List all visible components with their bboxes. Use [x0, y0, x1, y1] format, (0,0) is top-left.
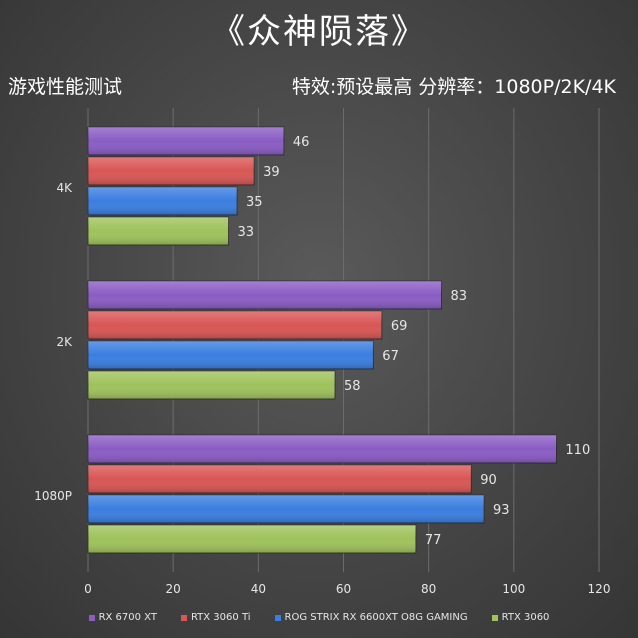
x-tick-label: 20	[166, 582, 181, 596]
data-label: 77	[425, 533, 442, 548]
legend-label: RTX 3060	[501, 612, 550, 623]
legend: RX 6700 XT RTX 3060 Ti ROG STRIX RX 6600XT…	[0, 612, 638, 623]
data-label: 90	[480, 473, 497, 488]
legend-label: ROG STRIX RX 6600XT O8G GAMING	[284, 612, 468, 623]
bar-shade	[88, 127, 284, 155]
legend-swatch	[274, 614, 281, 621]
category-label: 1080P	[34, 489, 72, 503]
data-label: 67	[382, 349, 399, 364]
data-label: 83	[450, 289, 467, 304]
data-label: 33	[238, 225, 255, 240]
bar-shade	[88, 371, 335, 399]
data-label: 58	[344, 379, 361, 394]
bar-shade	[88, 217, 229, 245]
bar-shade	[88, 281, 442, 309]
x-tick-label: 60	[336, 582, 351, 596]
data-label: 69	[391, 319, 408, 334]
data-label: 110	[565, 443, 590, 458]
bar-shade	[88, 311, 382, 339]
bar-shade	[88, 341, 374, 369]
bar-shade	[88, 495, 485, 523]
x-tick-label: 100	[502, 582, 525, 596]
legend-item: RTX 3060 Ti	[180, 612, 251, 623]
x-tick-label: 80	[421, 582, 436, 596]
bar-shade	[88, 435, 557, 463]
legend-swatch	[491, 614, 498, 621]
data-label: 39	[263, 165, 280, 180]
legend-item: RX 6700 XT	[88, 612, 157, 623]
legend-label: RX 6700 XT	[98, 612, 157, 623]
bar-shade	[88, 465, 472, 493]
legend-swatch	[180, 614, 187, 621]
bar-shade	[88, 525, 416, 553]
x-tick-label: 120	[588, 582, 611, 596]
legend-label: RTX 3060 Ti	[190, 612, 251, 623]
category-label: 2K	[56, 335, 73, 349]
data-label: 35	[246, 195, 263, 210]
data-label: 93	[493, 503, 510, 518]
subtitle-left: 游戏性能测试	[8, 76, 123, 98]
data-label: 46	[293, 135, 310, 150]
bar-shade	[88, 187, 238, 215]
legend-item: RTX 3060	[491, 612, 550, 623]
subtitle-right: 特效:预设最高 分辨率：1080P/2K/4K	[291, 76, 616, 98]
legend-item: ROG STRIX RX 6600XT O8G GAMING	[274, 612, 468, 623]
category-label: 4K	[56, 181, 73, 195]
x-tick-label: 0	[84, 582, 92, 596]
chart-title: 《众神陨落》	[211, 12, 427, 52]
x-tick-label: 40	[251, 582, 266, 596]
legend-swatch	[88, 614, 95, 621]
bar-shade	[88, 157, 255, 185]
